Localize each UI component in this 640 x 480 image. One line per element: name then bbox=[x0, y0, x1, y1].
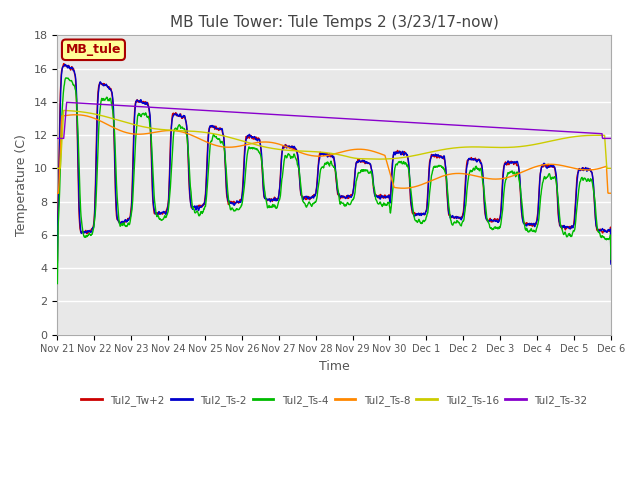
Y-axis label: Temperature (C): Temperature (C) bbox=[15, 134, 28, 236]
Title: MB Tule Tower: Tule Temps 2 (3/23/17-now): MB Tule Tower: Tule Temps 2 (3/23/17-now… bbox=[170, 15, 499, 30]
X-axis label: Time: Time bbox=[319, 360, 349, 373]
Text: MB_tule: MB_tule bbox=[66, 43, 121, 56]
Legend: Tul2_Tw+2, Tul2_Ts-2, Tul2_Ts-4, Tul2_Ts-8, Tul2_Ts-16, Tul2_Ts-32: Tul2_Tw+2, Tul2_Ts-2, Tul2_Ts-4, Tul2_Ts… bbox=[77, 391, 591, 410]
